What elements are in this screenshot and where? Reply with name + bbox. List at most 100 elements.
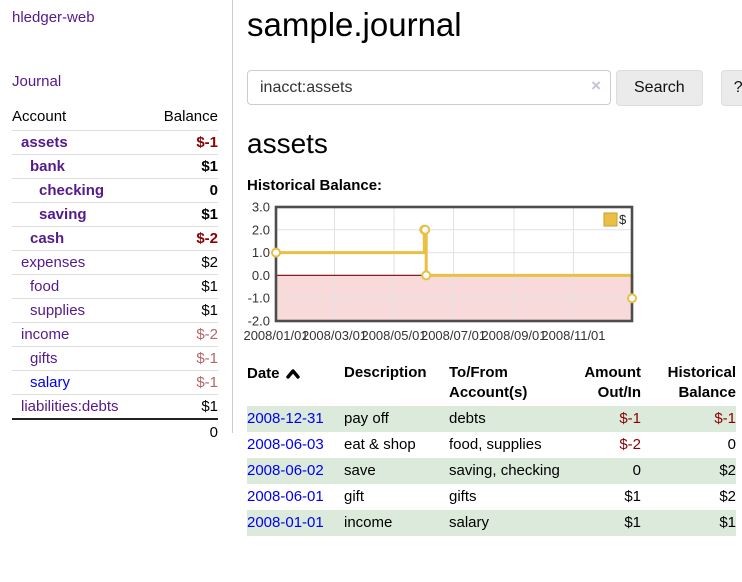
transaction-balance: $2 xyxy=(719,462,736,480)
transaction-amount: $-2 xyxy=(619,436,641,454)
search-input[interactable] xyxy=(247,70,611,106)
account-balance: 0 xyxy=(209,182,218,199)
register-table: Date Description To/From Account(s) Amou… xyxy=(247,360,736,537)
accounts-total-value: 0 xyxy=(209,424,218,441)
account-link[interactable]: supplies xyxy=(30,302,86,319)
register-header-description: Description xyxy=(344,364,427,382)
transaction-date-link[interactable]: 2008-06-02 xyxy=(247,462,324,480)
account-link[interactable]: salary xyxy=(30,374,71,391)
account-link[interactable]: food xyxy=(30,278,60,295)
sidebar: hledger-web Journal Account Balance asse… xyxy=(0,0,233,441)
account-balance: $-2 xyxy=(196,230,218,247)
account-balance: $2 xyxy=(201,254,218,271)
transaction-balance: 0 xyxy=(727,436,736,454)
account-balance: $1 xyxy=(201,302,218,319)
legend-swatch xyxy=(603,212,618,227)
main-content: sample.journal × Search ? assets Histori… xyxy=(233,0,742,537)
transaction-accounts: debts xyxy=(449,410,486,428)
search-box: × xyxy=(247,70,611,106)
account-row: salary $-1 xyxy=(12,370,218,395)
account-balance: $-1 xyxy=(196,134,218,151)
chart-title: Historical Balance: xyxy=(247,177,383,195)
data-point xyxy=(627,293,637,304)
data-point xyxy=(421,270,432,281)
search-form: × Search ? xyxy=(247,69,742,106)
y-tick-label: -2.0 xyxy=(248,314,270,329)
account-row: expenses $2 xyxy=(12,250,218,275)
account-row: supplies $1 xyxy=(12,298,218,323)
x-tick-label: 2008/05/01 xyxy=(361,328,426,343)
transaction-amount: $1 xyxy=(624,488,641,506)
data-point xyxy=(271,247,281,258)
accounts-header-balance: Balance xyxy=(163,108,218,125)
transaction-description: save xyxy=(344,462,376,480)
transaction-accounts: salary xyxy=(449,514,490,532)
account-link[interactable]: cash xyxy=(30,230,65,247)
page-title: sample.journal xyxy=(247,6,462,43)
account-row: liabilities:debts $1 xyxy=(12,394,218,420)
account-row: cash $-2 xyxy=(12,226,218,251)
y-tick-label: 2.0 xyxy=(252,222,270,237)
app: hledger-web Journal Account Balance asse… xyxy=(0,0,742,537)
x-tick-label: 2008/07/01 xyxy=(421,328,486,343)
register-header-date[interactable]: Date xyxy=(247,360,344,406)
account-row: bank $1 xyxy=(12,154,218,179)
transaction-amount: 0 xyxy=(632,462,641,480)
account-row: gifts $-1 xyxy=(12,346,218,371)
x-tick-label: 2008/03/01 xyxy=(302,328,367,343)
data-point xyxy=(420,224,431,235)
accounts-total-row: 0 xyxy=(12,419,218,444)
register-row: 2008-01-01 income salary $1 $1 xyxy=(247,510,736,537)
account-row: saving $1 xyxy=(12,202,218,227)
account-link[interactable]: bank xyxy=(30,158,66,175)
register-header-amount: Amount Out/In xyxy=(584,364,641,402)
transaction-date-link[interactable]: 2008-06-03 xyxy=(247,436,324,454)
account-balance: $-2 xyxy=(196,326,218,343)
chart-border xyxy=(274,205,634,323)
account-balance: $1 xyxy=(201,398,218,415)
account-row: food $1 xyxy=(12,274,218,299)
account-balance: $1 xyxy=(201,158,218,175)
account-balance: $-1 xyxy=(196,350,218,367)
account-row: checking 0 xyxy=(12,178,218,203)
account-link[interactable]: expenses xyxy=(21,254,86,271)
y-tick-label: -1.0 xyxy=(248,291,270,306)
transaction-description: eat & shop xyxy=(344,436,416,454)
register-row: 2008-12-31 pay off debts $-1 $-1 xyxy=(247,406,736,433)
register-header-accounts: To/From Account(s) xyxy=(449,364,528,402)
search-button[interactable]: Search xyxy=(616,69,703,106)
account-link[interactable]: assets xyxy=(21,134,68,151)
account-balance: $1 xyxy=(201,206,218,223)
sidebar-item-journal[interactable]: Journal xyxy=(12,73,62,90)
x-tick-label: 2008/01/01 xyxy=(243,328,308,343)
account-link[interactable]: saving xyxy=(39,206,87,223)
help-button[interactable]: ? xyxy=(720,69,742,106)
account-row: assets $-1 xyxy=(12,131,218,155)
historical-balance-chart: $3.0 2.0 1.0 0.0 -1.0 -2.0 2008/01/01 2008/03/0… xyxy=(243,200,707,344)
transaction-description: gift xyxy=(344,488,365,506)
accounts-table: Account Balance assets $-1 bank $1 checking 0… xyxy=(12,106,218,444)
transaction-date-link[interactable]: 2008-01-01 xyxy=(247,514,324,532)
account-link[interactable]: income xyxy=(21,326,70,343)
transaction-date-link[interactable]: 2008-12-31 xyxy=(247,410,324,428)
transaction-date-link[interactable]: 2008-06-01 xyxy=(247,488,324,506)
transaction-balance: $1 xyxy=(719,514,736,532)
app-title-link[interactable]: hledger-web xyxy=(12,9,95,26)
account-link[interactable]: checking xyxy=(39,182,105,199)
legend-label: $ xyxy=(619,212,627,227)
account-balance: $1 xyxy=(201,278,218,295)
account-row: income $-2 xyxy=(12,322,218,347)
account-link[interactable]: gifts xyxy=(30,350,58,367)
transaction-accounts: food, supplies xyxy=(449,436,542,454)
transaction-accounts: saving, checking xyxy=(449,462,560,480)
account-title: assets xyxy=(247,127,328,159)
transaction-accounts: gifts xyxy=(449,488,477,506)
register-row: 2008-06-01 gift gifts $1 $2 xyxy=(247,484,736,510)
clear-search-icon[interactable]: × xyxy=(591,76,601,96)
x-tick-label: 2008/11/01 xyxy=(541,328,605,343)
register-row: 2008-06-02 save saving, checking 0 $2 xyxy=(247,458,736,485)
account-link[interactable]: liabilities:debts xyxy=(21,398,119,415)
register-row: 2008-06-03 eat & shop food, supplies $-2 0 xyxy=(247,432,736,458)
account-balance: $-1 xyxy=(196,374,218,391)
register-table-body: 2008-12-31 pay off debts $-1 $-1 2008-06-03 ea… xyxy=(247,406,736,537)
